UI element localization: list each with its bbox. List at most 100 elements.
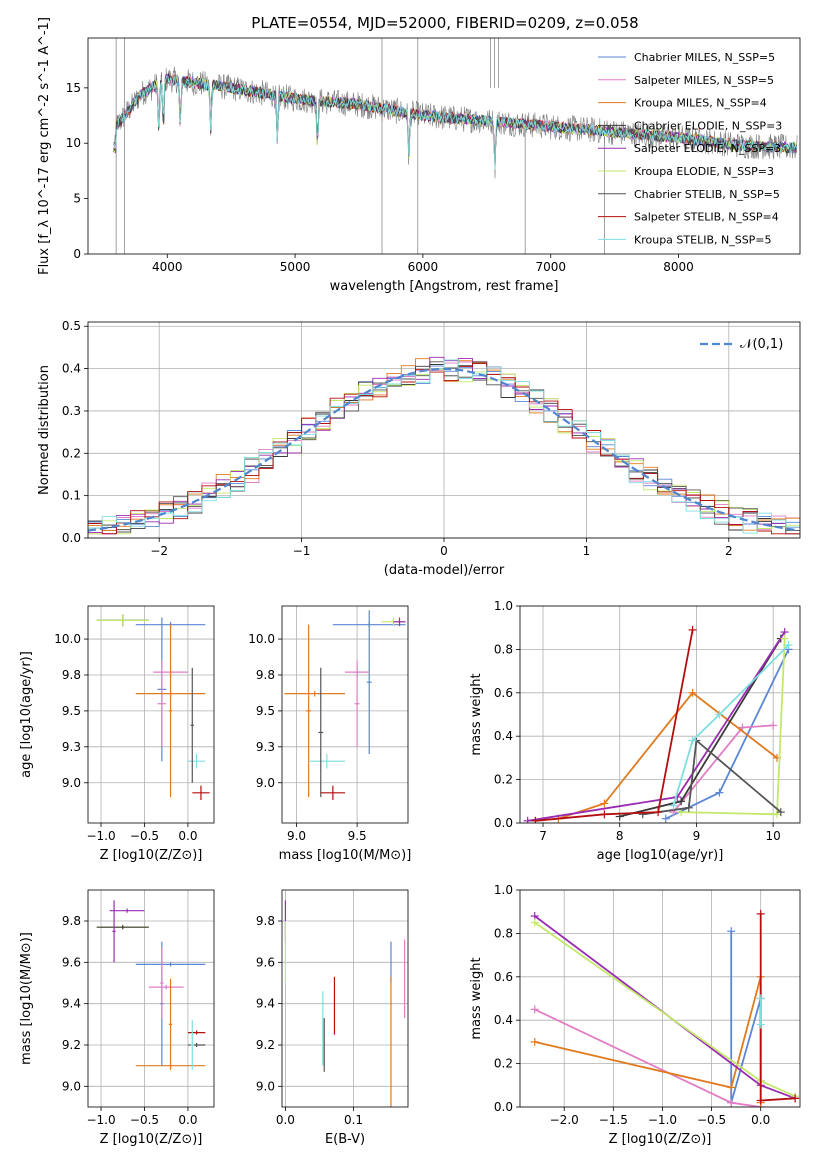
x-tick-label: −2.0 [550,1113,579,1127]
weight-series-line [535,629,694,822]
x-tick-label: −1 [293,544,311,558]
legend: Chabrier MILES, N_SSP=5 Salpeter MILES, N… [598,51,782,246]
y-tick-label: 0.4 [494,1013,513,1027]
y-axis-label: mass [log10(M/M⊙)] [19,932,34,1065]
weight-series-line [534,921,796,1098]
axes-frame [281,605,409,824]
plot-area [530,909,800,1107]
axes-frame [87,605,215,824]
y-axis-label: Normed distribution [37,365,52,495]
legend-entry: Chabrier ELODIE, N_SSP=3 [634,119,782,132]
x-tick-label: 8000 [663,260,694,274]
weight-series-line [619,638,782,818]
x-tick-label: −1.0 [86,1113,115,1127]
legend-entry: Chabrier MILES, N_SSP=5 [634,51,775,64]
y-tick-label: 9.0 [62,1079,81,1093]
y-tick-label: 9.0 [62,776,81,790]
panel-mass-vs-Z: −1.0 −0.5 0.0 9.0 9.2 9.4 9.6 9.8 Z [log10(Z/Z⊙)… [19,889,215,1147]
y-tick-label: 0.2 [494,1057,513,1071]
panel-mass-vs-EBV: 0.0 0.1 9.0 9.2 9.4 9.6 9.8 E(B-V) [256,889,409,1147]
plot-area [96,614,210,801]
legend-entry: Kroupa ELODIE, N_SSP=3 [634,165,774,178]
y-tick-label: 0.3 [62,404,81,418]
x-axis-label: (data-model)/error [384,563,505,578]
x-tick-label: 10 [766,829,781,843]
panel-weight-vs-age: 7 8 9 10 0.0 0.2 0.4 0.6 0.8 1.0 age [log10(age/yr… [469,599,801,863]
y-tick-label: 0.0 [494,816,513,830]
y-tick-label: 0.8 [494,642,513,656]
axes-frame [519,889,801,1108]
y-tick-label: 1.0 [494,599,513,613]
y-tick-label: 15 [66,81,81,95]
y-tick-label: 9.6 [256,955,275,969]
x-tick-label: 5000 [280,260,311,274]
model-spectrum-8 [113,75,798,170]
y-tick-label: 5 [73,192,81,206]
y-tick-label: 0.0 [494,1100,513,1114]
y-axis-label: mass weight [469,673,484,755]
panel-age-vs-mass: 9.0 9.5 9.0 9.3 9.5 9.8 10.0 mass [log10(M/M⊙)] [248,605,412,863]
y-tick-label: 0.4 [494,729,513,743]
x-axis-label: E(B-V) [325,1132,365,1147]
plot-area [284,900,406,1107]
x-tick-label: 9.0 [287,829,306,843]
histogram-4 [88,356,800,535]
y-tick-label: 9.4 [256,997,275,1011]
x-tick-label: −1.5 [599,1113,628,1127]
plot-area [113,38,798,254]
x-tick-label: 2 [725,544,733,558]
weight-series-line [759,913,796,1102]
x-tick-label: −0.5 [697,1113,726,1127]
y-tick-label: 0.2 [62,446,81,460]
x-axis-label: age [log10(age/yr)] [597,848,724,863]
x-tick-label: 7000 [535,260,566,274]
y-tick-label: 9.8 [256,914,275,928]
legend-entry: 𝒩(0,1) [740,337,783,352]
x-tick-label: 8 [616,829,624,843]
y-tick-label: 10 [66,136,81,150]
x-tick-label: 1 [583,544,591,558]
plot-area [88,356,800,535]
weight-series-line [672,644,790,806]
legend-entry: Salpeter STELIB, N_SSP=4 [634,211,779,224]
y-axis-label: age [log10(age/yr)] [19,651,34,778]
x-tick-label: 0.0 [276,1113,295,1127]
x-tick-label: 7 [539,829,547,843]
y-tick-label: 9.0 [256,776,275,790]
legend-entry: Salpeter ELODIE, N_SSP=3 [634,142,781,155]
panel-spectrum: 4000 5000 6000 7000 8000 0 5 10 15 wavelength [An… [37,17,801,294]
y-tick-label: 0.6 [494,970,513,984]
x-tick-label: −1.0 [648,1113,677,1127]
x-axis-label: Z [log10(Z/Z⊙)] [100,1132,203,1147]
y-tick-label: 9.2 [62,1038,81,1052]
x-tick-label: 9 [693,829,701,843]
panel-age-vs-Z: −1.0 −0.5 0.0 9.0 9.3 9.5 9.8 10.0 Z [log10(Z/Z⊙… [19,605,215,863]
y-tick-label: 9.3 [256,740,275,754]
y-tick-label: 0.4 [62,362,81,376]
x-axis-label: Z [log10(Z/Z⊙)] [100,848,203,863]
axes-frame [87,37,801,255]
x-tick-label: −0.5 [130,829,159,843]
plot-area [523,625,793,823]
y-tick-label: 9.0 [256,1079,275,1093]
x-axis-label: Z [log10(Z/Z⊙)] [609,1132,712,1147]
model-spectrum-6 [113,75,798,167]
x-tick-label: 4000 [152,260,183,274]
x-axis-label: mass [log10(M/M⊙)] [279,848,412,863]
y-tick-label: 9.8 [256,668,275,682]
panel-residuals: −2 −1 0 1 2 0.0 0.1 0.2 0.3 0.4 0.5 (data-model)/er… [37,319,801,578]
x-tick-label: −1.0 [86,829,115,843]
y-axis-label: mass weight [469,957,484,1039]
weight-series-line [558,691,778,820]
axes-frame [281,889,409,1108]
x-tick-label: −2 [150,544,168,558]
y-tick-label: 9.5 [62,704,81,718]
x-axis-label: wavelength [Angstrom, rest frame] [330,279,559,294]
y-tick-label: 9.2 [256,1038,275,1052]
axes-frame [519,605,801,824]
x-tick-label: 6000 [408,260,439,274]
histogram-8 [88,359,800,534]
y-tick-label: 9.5 [256,704,275,718]
x-tick-label: 9.5 [348,829,367,843]
